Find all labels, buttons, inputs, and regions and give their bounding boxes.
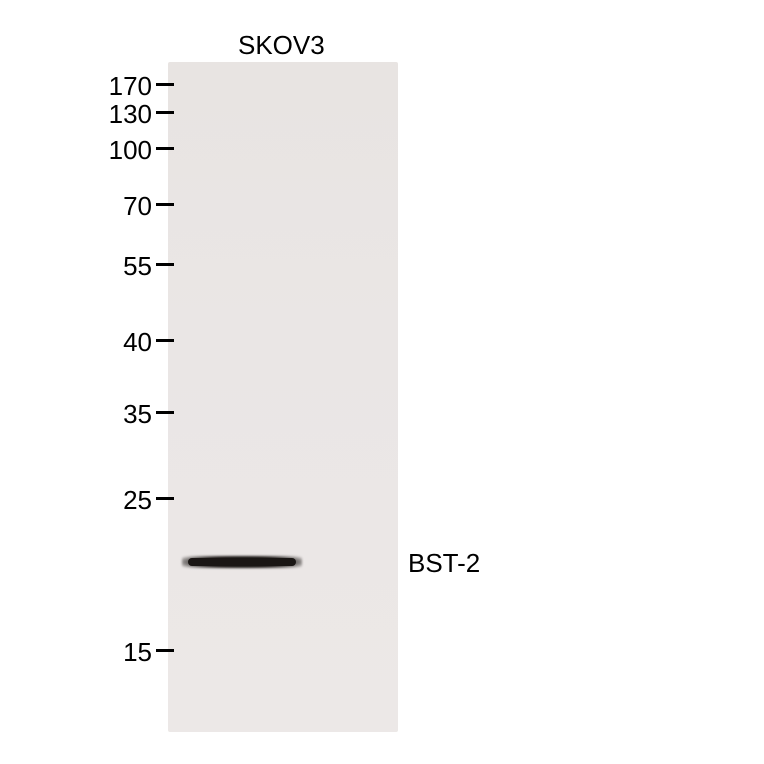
mw-marker-label: 130 <box>92 99 152 130</box>
mw-marker-tick <box>156 263 174 266</box>
mw-marker-tick <box>156 339 174 342</box>
mw-marker-label: 35 <box>92 399 152 430</box>
mw-marker-tick <box>156 147 174 150</box>
blot-lane <box>168 62 398 732</box>
lane-label: SKOV3 <box>238 30 325 61</box>
mw-marker-tick <box>156 497 174 500</box>
protein-band-core <box>188 558 296 566</box>
band-label: BST-2 <box>408 548 480 579</box>
mw-marker-label: 55 <box>92 251 152 282</box>
mw-marker-label: 25 <box>92 485 152 516</box>
mw-marker-label: 40 <box>92 327 152 358</box>
mw-marker-label: 100 <box>92 135 152 166</box>
mw-marker-label: 170 <box>92 71 152 102</box>
mw-marker-tick <box>156 203 174 206</box>
mw-marker-tick <box>156 649 174 652</box>
mw-marker-tick <box>156 83 174 86</box>
mw-marker-label: 15 <box>92 637 152 668</box>
mw-marker-tick <box>156 411 174 414</box>
mw-marker-label: 70 <box>92 191 152 222</box>
mw-marker-tick <box>156 111 174 114</box>
western-blot-figure: SKOV3 170130 100 70 55 40 35 25 15 BST-2 <box>60 30 510 730</box>
